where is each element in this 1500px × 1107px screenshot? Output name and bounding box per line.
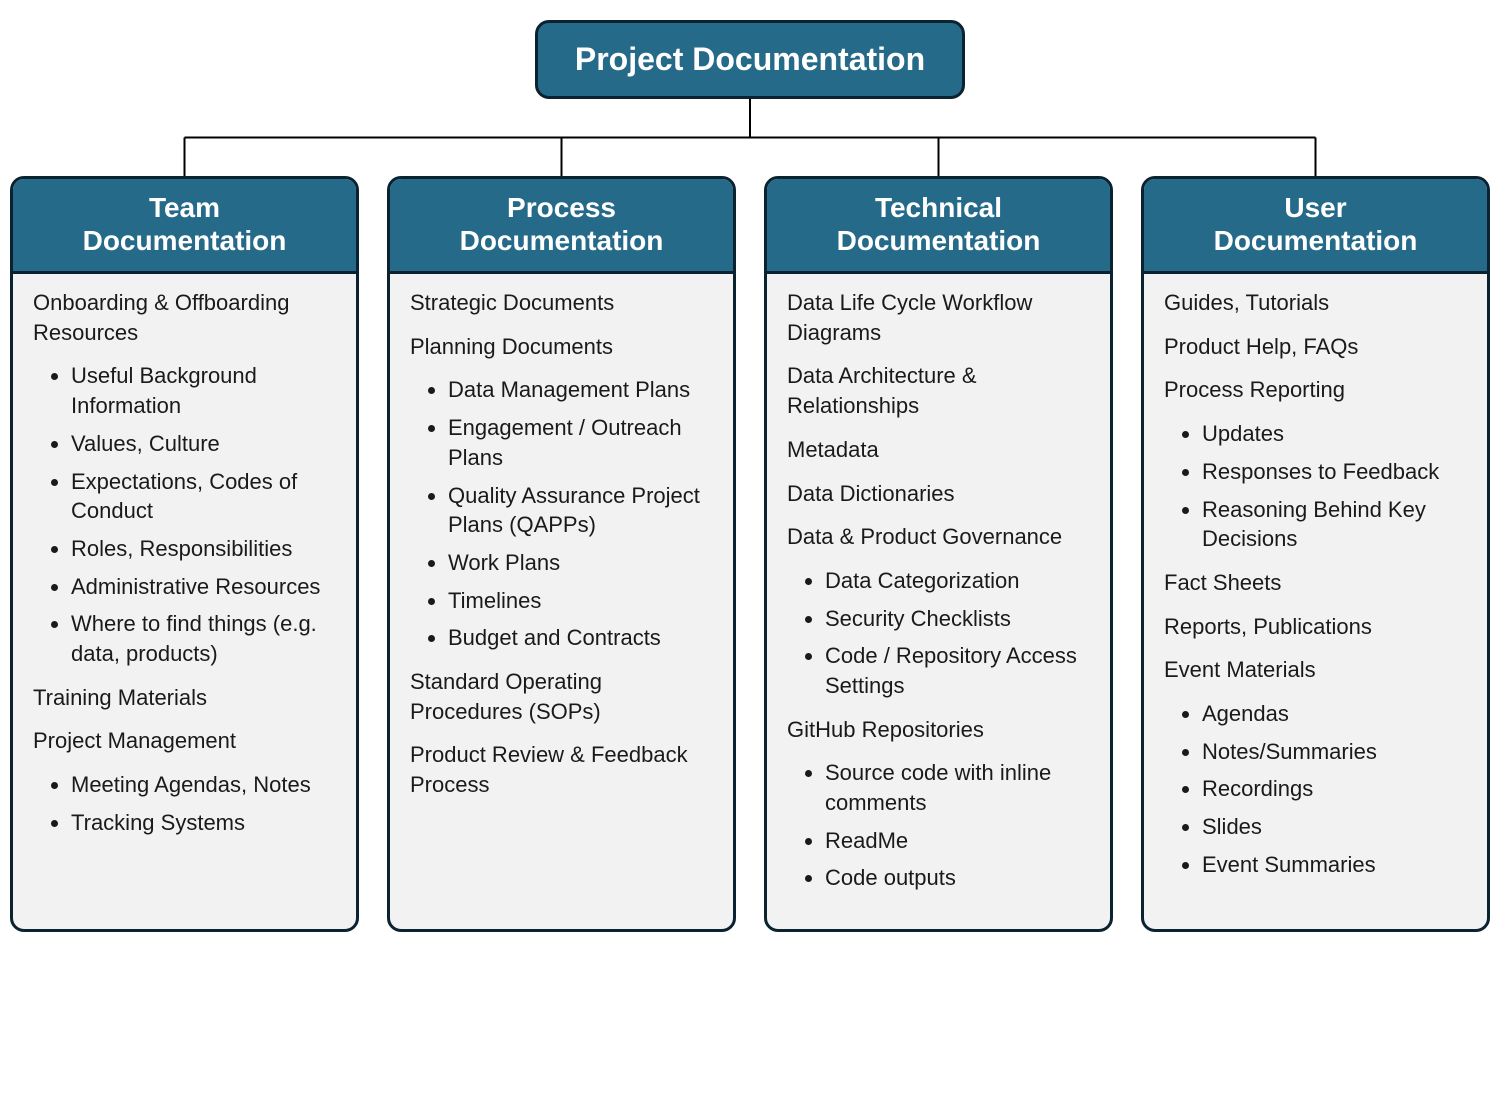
sub-list-item: Timelines bbox=[448, 586, 717, 616]
category-body: Strategic Documents Planning Documents Dat… bbox=[390, 274, 733, 836]
sub-list-item: Meeting Agendas, Notes bbox=[71, 770, 340, 800]
sub-list-item: Where to find things (e.g. data, product… bbox=[71, 609, 340, 668]
list-item: Training Materials bbox=[33, 683, 340, 713]
category-title-line2: Documentation bbox=[27, 224, 342, 257]
category-title-line1: Process bbox=[404, 191, 719, 224]
root-node: Project Documentation bbox=[535, 20, 965, 99]
sub-list-item: Source code with inline comments bbox=[825, 758, 1094, 817]
list-item: Product Review & Feedback Process bbox=[410, 740, 717, 799]
sub-list-item: Notes/Summaries bbox=[1202, 737, 1471, 767]
category-header: ProcessDocumentation bbox=[390, 179, 733, 274]
category-header: TeamDocumentation bbox=[13, 179, 356, 274]
list-item: Strategic Documents bbox=[410, 288, 717, 318]
sub-list-item: Slides bbox=[1202, 812, 1471, 842]
list-item: Onboarding & Offboarding Resources bbox=[33, 288, 340, 347]
sub-list-item: Code outputs bbox=[825, 863, 1094, 893]
sub-list-item: Engagement / Outreach Plans bbox=[448, 413, 717, 472]
sub-list-item: Roles, Responsibilities bbox=[71, 534, 340, 564]
category-header: UserDocumentation bbox=[1144, 179, 1487, 274]
sub-list: Data Management Plans Engagement / Outrea… bbox=[410, 375, 717, 653]
category-title-line1: Team bbox=[27, 191, 342, 224]
category-title-line1: Technical bbox=[781, 191, 1096, 224]
sub-list-item: Administrative Resources bbox=[71, 572, 340, 602]
list-item: Product Help, FAQs bbox=[1164, 332, 1471, 362]
list-item: Event Materials bbox=[1164, 655, 1471, 685]
category-card: TechnicalDocumentationData Life Cycle Wo… bbox=[764, 176, 1113, 932]
list-item: Project Management bbox=[33, 726, 340, 756]
list-item: GitHub Repositories bbox=[787, 715, 1094, 745]
category-card: TeamDocumentationOnboarding & Offboardin… bbox=[10, 176, 359, 932]
sub-list-item: Quality Assurance Project Plans (QAPPs) bbox=[448, 481, 717, 540]
sub-list-item: Updates bbox=[1202, 419, 1471, 449]
category-header: TechnicalDocumentation bbox=[767, 179, 1110, 274]
category-title-line2: Documentation bbox=[404, 224, 719, 257]
sub-list: Source code with inline comments ReadMe Co… bbox=[787, 758, 1094, 893]
sub-list-item: Data Management Plans bbox=[448, 375, 717, 405]
list-item: Standard Operating Procedures (SOPs) bbox=[410, 667, 717, 726]
category-title-line2: Documentation bbox=[1158, 224, 1473, 257]
sub-list-item: Values, Culture bbox=[71, 429, 340, 459]
category-title-line1: User bbox=[1158, 191, 1473, 224]
category-body: Onboarding & Offboarding Resources Useful… bbox=[13, 274, 356, 873]
category-title-line2: Documentation bbox=[781, 224, 1096, 257]
sub-list-item: Agendas bbox=[1202, 699, 1471, 729]
sub-list-item: Budget and Contracts bbox=[448, 623, 717, 653]
list-item: Planning Documents bbox=[410, 332, 717, 362]
columns-row: TeamDocumentationOnboarding & Offboardin… bbox=[10, 176, 1490, 932]
list-item: Reports, Publications bbox=[1164, 612, 1471, 642]
connector-lines bbox=[185, 99, 1316, 176]
list-item: Metadata bbox=[787, 435, 1094, 465]
list-item: Data Architecture & Relationships bbox=[787, 361, 1094, 420]
sub-list: Updates Responses to Feedback Reasoning Be… bbox=[1164, 419, 1471, 554]
sub-list: Data Categorization Security Checklists Co… bbox=[787, 566, 1094, 701]
sub-list: Agendas Notes/Summaries Recordings Slides Ev… bbox=[1164, 699, 1471, 879]
sub-list-item: ReadMe bbox=[825, 826, 1094, 856]
category-card: ProcessDocumentation Strategic Documents P… bbox=[387, 176, 736, 932]
sub-list-item: Tracking Systems bbox=[71, 808, 340, 838]
sub-list-item: Code / Repository Access Settings bbox=[825, 641, 1094, 700]
category-body: Data Life Cycle Workflow Diagrams Data Ar… bbox=[767, 274, 1110, 929]
list-item: Fact Sheets bbox=[1164, 568, 1471, 598]
sub-list-item: Expectations, Codes of Conduct bbox=[71, 467, 340, 526]
sub-list-item: Reasoning Behind Key Decisions bbox=[1202, 495, 1471, 554]
category-card: UserDocumentation Guides, Tutorials Produc… bbox=[1141, 176, 1490, 932]
list-item: Guides, Tutorials bbox=[1164, 288, 1471, 318]
list-item: Data & Product Governance bbox=[787, 522, 1094, 552]
sub-list-item: Recordings bbox=[1202, 774, 1471, 804]
list-item: Data Dictionaries bbox=[787, 479, 1094, 509]
sub-list-item: Data Categorization bbox=[825, 566, 1094, 596]
sub-list-item: Event Summaries bbox=[1202, 850, 1471, 880]
sub-list-item: Security Checklists bbox=[825, 604, 1094, 634]
list-item: Process Reporting bbox=[1164, 375, 1471, 405]
sub-list: Useful Background Information Values, Cul… bbox=[33, 361, 340, 668]
category-body: Guides, Tutorials Product Help, FAQs Proce… bbox=[1144, 274, 1487, 915]
sub-list-item: Responses to Feedback bbox=[1202, 457, 1471, 487]
sub-list: Meeting Agendas, Notes Tracking Systems bbox=[33, 770, 340, 837]
sub-list-item: Useful Background Information bbox=[71, 361, 340, 420]
sub-list-item: Work Plans bbox=[448, 548, 717, 578]
list-item: Data Life Cycle Workflow Diagrams bbox=[787, 288, 1094, 347]
